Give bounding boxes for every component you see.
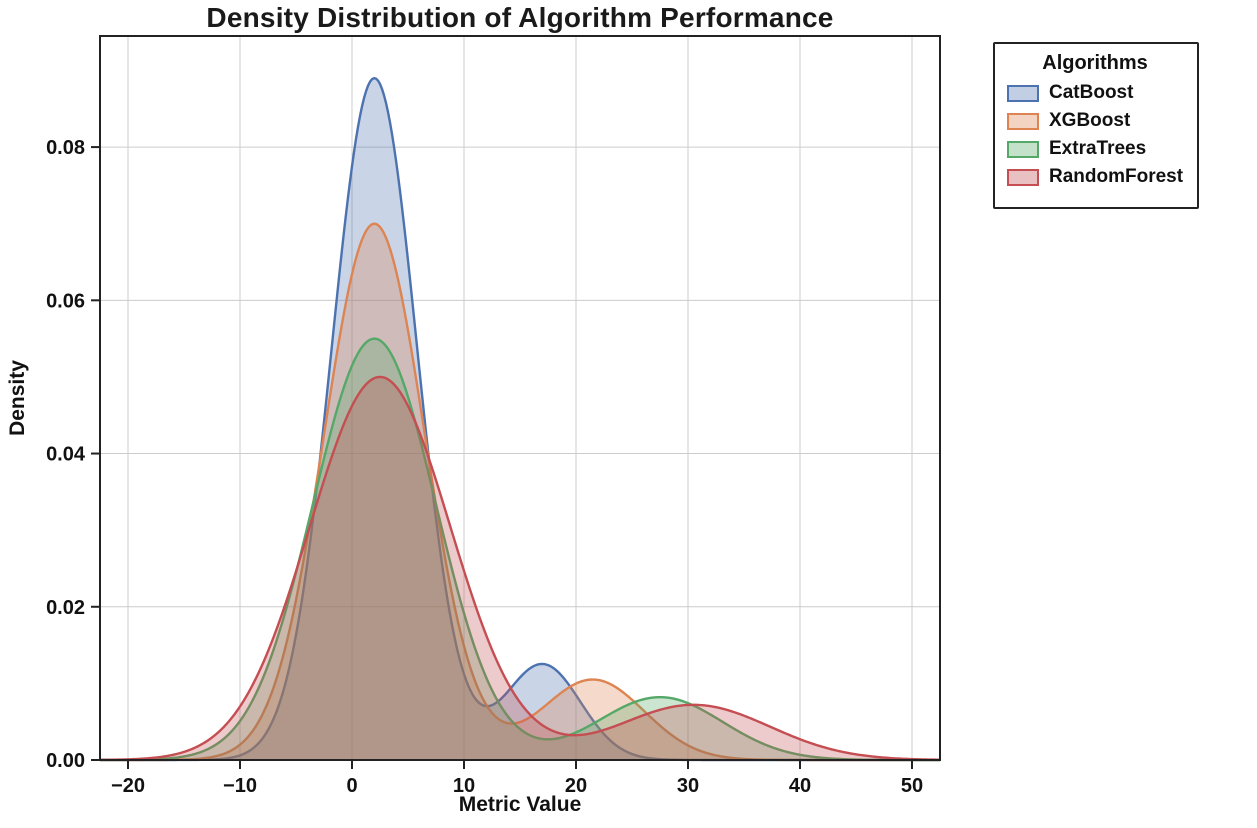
legend-label: XGBoost xyxy=(1049,109,1131,131)
y-tick-label: 0.08 xyxy=(46,137,85,159)
y-tick-label: 0.04 xyxy=(46,444,86,466)
chart-title: Density Distribution of Algorithm Perfor… xyxy=(206,2,834,33)
legend-swatch xyxy=(1007,84,1039,102)
x-tick-label: 10 xyxy=(453,775,475,797)
density-line-catboost xyxy=(100,76,940,762)
x-tick-label: 30 xyxy=(677,775,699,797)
x-tick-label: 20 xyxy=(565,775,587,797)
density-line-extratrees xyxy=(100,337,940,762)
y-tick-label: 0.02 xyxy=(46,597,85,619)
density-area-catboost xyxy=(100,78,940,760)
x-tick-label: 40 xyxy=(789,775,811,797)
legend-item-extratrees: ExtraTrees xyxy=(1007,137,1183,160)
x-tick-label: 50 xyxy=(901,775,923,797)
x-axis-label: Metric Value xyxy=(458,793,582,816)
legend-item-randomforest: RandomForest xyxy=(1007,165,1184,188)
legend-swatch xyxy=(1007,112,1039,130)
plot-border xyxy=(99,35,941,761)
density-area-randomforest xyxy=(100,376,940,760)
x-tick-label: 0 xyxy=(346,775,357,797)
legend-swatch xyxy=(1007,140,1039,158)
legend: Algorithms CatBoost XGBoost ExtraTrees Rand… xyxy=(993,42,1200,209)
x-tick-label: −20 xyxy=(111,775,145,797)
legend-label: RandomForest xyxy=(1049,165,1184,187)
legend-item-catboost: CatBoost xyxy=(1007,82,1183,104)
density-line-randomforest xyxy=(99,375,941,762)
legend-label: CatBoost xyxy=(1049,82,1134,103)
x-tick-label: −10 xyxy=(223,775,257,797)
legend-items: CatBoost XGBoost ExtraTrees RandomForest xyxy=(1007,82,1184,188)
y-tick-label: 0.00 xyxy=(46,750,85,772)
legend-label: ExtraTrees xyxy=(1049,137,1147,159)
y-axis-label: Density xyxy=(6,360,29,436)
legend-item-xgboost: XGBoost xyxy=(1007,109,1183,132)
legend-title: Algorithms xyxy=(1042,52,1148,74)
legend-swatch xyxy=(1007,168,1039,186)
y-tick-label: 0.06 xyxy=(46,290,85,312)
density-area-xgboost xyxy=(100,223,940,760)
density-area-extratrees xyxy=(100,338,940,760)
